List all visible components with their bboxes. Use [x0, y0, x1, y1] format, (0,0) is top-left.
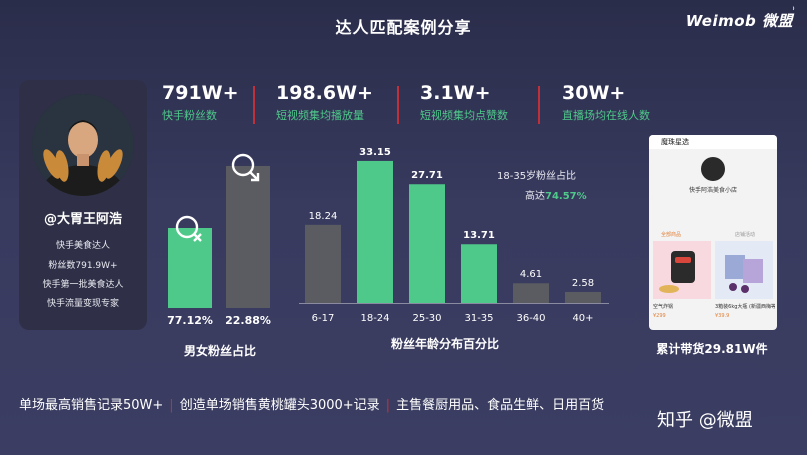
- age-tick-label: 40+: [572, 313, 593, 324]
- shop-name: 快手阿浩美食小店: [688, 187, 737, 194]
- age-note-line2: 高达74.57%: [525, 187, 587, 202]
- profile-line-1: 快手美食达人: [55, 241, 110, 251]
- stat-likes-value: 3.1W+: [420, 82, 491, 104]
- age-value-label: 2.58: [572, 278, 594, 289]
- phone-header-title: 魔珠星选: [661, 138, 689, 146]
- age-tick-label: 36-40: [516, 313, 545, 324]
- stat-divider: [538, 86, 540, 124]
- product-1-desc: 空气炸锅: [653, 304, 674, 310]
- female-pct: 77.12%: [167, 314, 213, 327]
- product-2-price: ¥39.9: [715, 313, 730, 319]
- age-note-value: 74.57%: [545, 191, 587, 202]
- gender-chart: 77.12% 22.88% 男女粉丝占比: [160, 140, 290, 360]
- age-tick-label: 6-17: [312, 313, 335, 324]
- stat-divider: [397, 86, 399, 124]
- stat-plays-label: 短视频集均播放量: [276, 109, 364, 122]
- stat-fans-label: 快手粉丝数: [162, 109, 217, 122]
- plum-box-icon: [725, 255, 763, 293]
- product-image-air-fryer[interactable]: [653, 241, 711, 299]
- watermark: 知乎 @微盟: [657, 410, 753, 431]
- stat-online-value: 30W+: [562, 82, 626, 104]
- stat-fans: 791W+ 快手粉丝数: [162, 82, 239, 123]
- page-title: 达人匹配案例分享: [335, 18, 472, 37]
- stat-likes-label: 短视频集均点赞数: [420, 109, 508, 122]
- age-chart: 18.24 6-17 33.15 18-24 27.71 25-30 13.71 31-35 4…: [299, 147, 609, 351]
- age-bar-40+: [565, 291, 601, 303]
- profile-card: @大胃王阿浩 快手美食达人 粉丝数791.9W+ 快手第一批美食达人 快手流量变…: [19, 80, 147, 330]
- tab-shop-activity[interactable]: 店铺活动: [735, 232, 756, 238]
- gender-caption: 男女粉丝占比: [183, 344, 256, 358]
- male-pct: 22.88%: [225, 314, 271, 327]
- age-bar-31-35: [461, 244, 497, 303]
- age-bar-36-40: [513, 283, 549, 303]
- brand-text: Weimob 微盟: [685, 12, 793, 30]
- stat-fans-value: 791W+: [162, 82, 239, 104]
- age-value-label: 4.61: [520, 269, 542, 280]
- product-image-plums[interactable]: [715, 241, 773, 299]
- male-icon: [231, 153, 260, 182]
- air-fryer-icon: [659, 251, 695, 293]
- highlight-separator: |: [169, 398, 174, 413]
- age-note-prefix: 高达: [525, 191, 545, 202]
- age-bar-18-24: [357, 160, 393, 303]
- phone-screenshot: 魔珠星选 快手阿浩美食小店 全部商品 店铺活动 空气炸锅 3箱装6kg大瓶 (新…: [649, 135, 777, 330]
- stat-online: 30W+ 直播场均在线人数: [562, 82, 650, 123]
- age-chart-title: 粉丝年龄分布百分比: [391, 336, 499, 351]
- age-bar-6-17: [305, 224, 341, 303]
- age-note-line1: 18-35岁粉丝占比: [497, 171, 577, 182]
- tab-all-products[interactable]: 全部商品: [661, 232, 682, 238]
- highlight-1: 单场最高销售记录50W+: [19, 398, 164, 413]
- age-tick-label: 25-30: [412, 313, 441, 324]
- stat-plays: 198.6W+ 短视频集均播放量: [276, 82, 373, 123]
- age-value-label: 27.71: [411, 170, 443, 181]
- wifi-icon: ⁾: [792, 6, 795, 14]
- age-value-label: 18.24: [309, 211, 338, 222]
- age-bar-25-30: [409, 184, 445, 303]
- female-icon: [175, 215, 202, 242]
- stat-online-label: 直播场均在线人数: [562, 109, 650, 122]
- male-bar: [226, 166, 270, 308]
- profile-line-3: 快手第一批美食达人: [42, 280, 124, 290]
- avatar: [32, 94, 134, 196]
- highlight-3: 主售餐厨用品、食品生鲜、日用百货: [396, 398, 605, 413]
- highlight-separator: |: [385, 398, 391, 413]
- sales-caption: 累计带货29.81W件: [656, 342, 768, 356]
- age-value-label: 33.15: [359, 147, 391, 158]
- highlight-2: 创造单场销售黄桃罐头3000+记录: [179, 398, 380, 413]
- stat-divider: [253, 86, 255, 124]
- phone-header: [649, 135, 777, 149]
- product-1-price: ¥299: [653, 313, 666, 319]
- bottom-highlights: 单场最高销售记录50W+ | 创造单场销售黄桃罐头3000+记录 | 主售餐厨用品、食品…: [19, 394, 604, 413]
- female-bar: [168, 228, 212, 308]
- age-tick-label: 31-35: [464, 313, 493, 324]
- profile-line-4: 快手流量变现专家: [46, 299, 119, 309]
- profile-name: @大胃王阿浩: [43, 212, 122, 227]
- profile-line-2: 粉丝数791.9W+: [48, 261, 118, 271]
- age-value-label: 13.71: [463, 230, 495, 241]
- brand-logo: Weimob 微盟 ⁾: [685, 6, 795, 31]
- product-2-desc: 3箱装6kg大瓶 (新疆西梅等): [715, 304, 775, 310]
- avatar-photo: [32, 94, 134, 196]
- stat-plays-value: 198.6W+: [276, 82, 373, 104]
- shop-avatar: [701, 157, 725, 181]
- stat-likes: 3.1W+ 短视频集均点赞数: [420, 82, 508, 123]
- age-tick-label: 18-24: [360, 313, 389, 324]
